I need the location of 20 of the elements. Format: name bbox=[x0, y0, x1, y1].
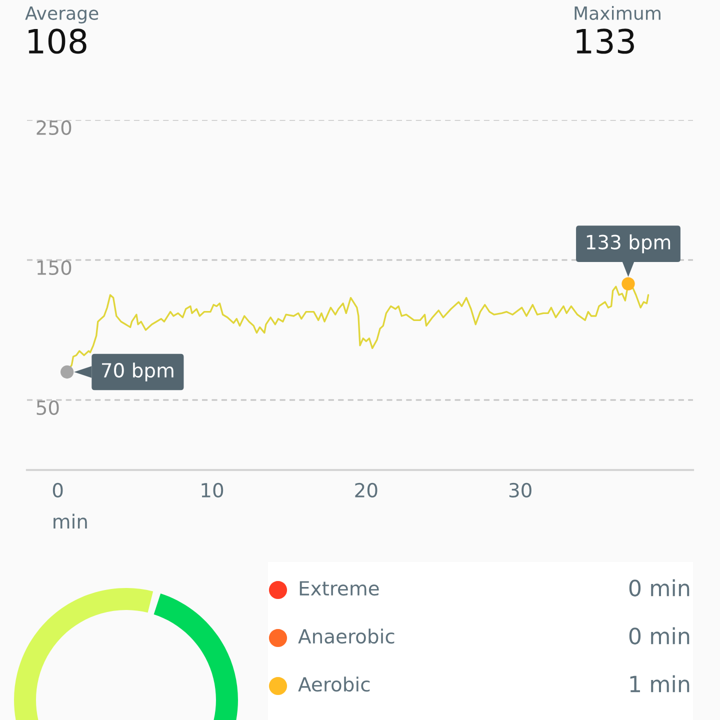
text: 108 bbox=[28, 28, 86, 54]
x-tick-label: 20 bbox=[355, 482, 378, 498]
x-axis-title: min bbox=[54, 514, 87, 529]
text: Aerobic bbox=[298, 676, 370, 692]
x-tick-label: 30 bbox=[509, 482, 532, 498]
text: Average bbox=[25, 6, 98, 24]
annotation: 70 bpm bbox=[102, 362, 174, 382]
y-tick-label: 150 bbox=[37, 260, 72, 276]
x-tick-label: 0 bbox=[52, 482, 63, 498]
text: Extreme bbox=[300, 581, 379, 596]
text: 1 min bbox=[630, 675, 690, 692]
annotation: 133 bpm bbox=[586, 234, 670, 254]
y-tick-label: 50 bbox=[36, 400, 59, 416]
text: 0 min bbox=[629, 579, 690, 596]
y-tick-label: 250 bbox=[36, 120, 72, 136]
text: 0 min bbox=[629, 627, 690, 644]
text: 133 bbox=[576, 28, 634, 54]
text: Maximum bbox=[574, 6, 660, 20]
x-tick-label: 10 bbox=[202, 482, 224, 498]
text: Anaerobic bbox=[298, 628, 394, 644]
